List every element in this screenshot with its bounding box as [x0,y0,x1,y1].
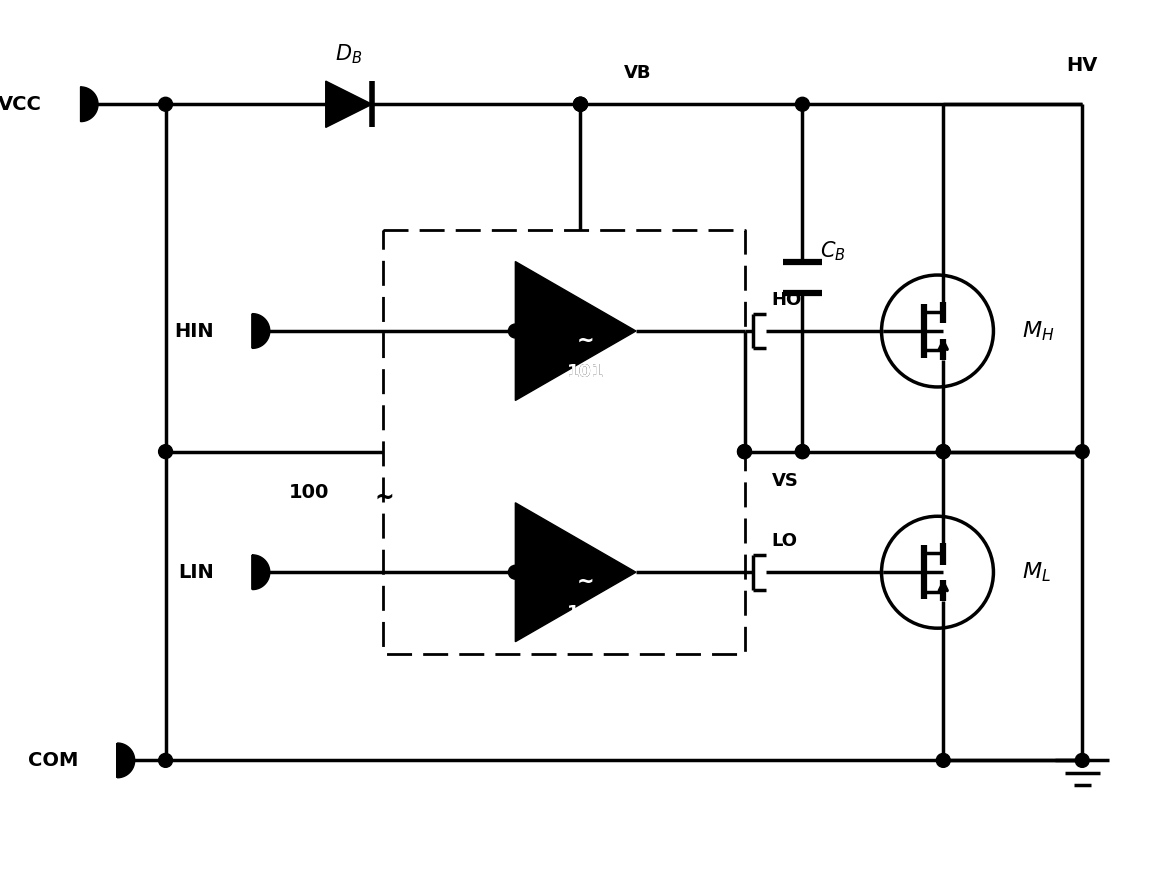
Circle shape [573,97,587,111]
Polygon shape [80,87,98,122]
Circle shape [795,97,809,111]
Text: COM: COM [28,751,79,770]
Circle shape [1076,445,1090,459]
Circle shape [737,445,751,459]
Circle shape [1076,753,1090,767]
Circle shape [508,324,522,338]
Polygon shape [117,743,135,778]
Text: ~: ~ [577,572,594,592]
Text: 100: 100 [290,483,329,502]
Text: LO: LO [771,533,798,550]
Circle shape [795,445,809,459]
Text: VB: VB [623,64,651,82]
Circle shape [795,445,809,459]
Circle shape [508,565,522,579]
Circle shape [737,445,751,459]
Text: VS: VS [771,472,798,490]
Text: $M_H$: $M_H$ [1022,319,1055,343]
Text: HIN: HIN [174,322,214,340]
Polygon shape [252,314,270,348]
Text: HV: HV [1066,56,1098,75]
Text: LIN: LIN [178,563,214,582]
Text: HO: HO [771,291,801,309]
Text: 101: 101 [566,363,604,380]
Circle shape [936,445,950,459]
Text: 102: 102 [566,604,604,622]
Circle shape [158,753,172,767]
Circle shape [158,97,172,111]
Circle shape [936,445,950,459]
Text: $D_B$: $D_B$ [335,42,363,66]
Text: ~: ~ [577,331,594,351]
Circle shape [573,97,587,111]
Text: $C_B$: $C_B$ [820,239,846,263]
Polygon shape [252,555,270,589]
Polygon shape [515,262,636,400]
Text: 101: 101 [566,363,604,380]
Circle shape [936,753,950,767]
Circle shape [573,97,587,111]
Polygon shape [326,81,372,127]
Text: $M_L$: $M_L$ [1022,560,1051,584]
Polygon shape [515,503,636,642]
Circle shape [158,445,172,459]
Text: VCC: VCC [0,94,42,114]
Text: ~: ~ [374,485,394,510]
